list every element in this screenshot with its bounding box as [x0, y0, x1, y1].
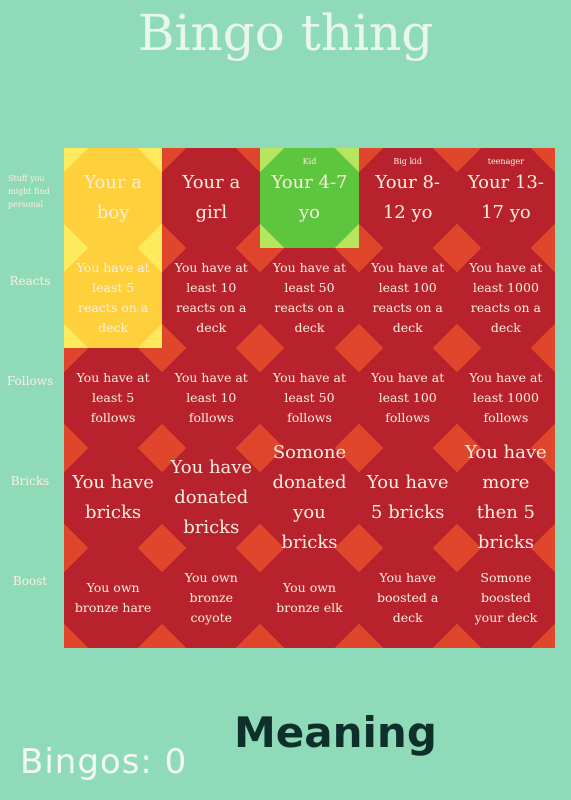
bingo-cell[interactable]: You have at least 1000 follows	[457, 348, 555, 448]
bingo-cell[interactable]: Your a boy	[64, 148, 162, 248]
cell-text: You have at least 1000 follows	[469, 370, 543, 425]
cell-text: Your a girl	[182, 172, 241, 223]
bingo-cell[interactable]: Kid Your 4-7 yo	[260, 148, 358, 248]
bingo-cell[interactable]: You have at least 50 follows	[260, 348, 358, 448]
cell-text: You have at least 100 follows	[371, 370, 445, 425]
cell-text: You have 5 bricks	[366, 472, 449, 523]
bingo-cell[interactable]: Big kid Your 8-12 yo	[359, 148, 457, 248]
cell-text: You have at least 1000 reacts on a deck	[469, 260, 543, 335]
cell-note: teenager	[487, 157, 525, 166]
meaning-button[interactable]: Meaning	[234, 708, 437, 757]
bingo-cell[interactable]: teenager Your 13-17 yo	[457, 148, 555, 248]
cell-text: Your 13-17 yo	[467, 172, 544, 223]
cell-text: Somone donated you bricks	[272, 442, 347, 553]
cell-text: You have bricks	[72, 472, 154, 523]
cell-text: You have at least 50 follows	[272, 370, 347, 425]
cell-note: Big kid	[393, 157, 422, 166]
bingo-cell[interactable]: You have at least 5 follows	[64, 348, 162, 448]
row-label: Stuff you might find personal	[8, 174, 50, 209]
row-label: Follows	[6, 374, 54, 388]
cell-text: Somone boosted your deck	[474, 570, 538, 625]
cell-text: You own bronze coyote	[184, 570, 238, 625]
bingo-cell[interactable]: You have 5 bricks	[359, 448, 457, 548]
cell-text: You own bronze hare	[74, 580, 152, 615]
cell-text: You own bronze elk	[276, 580, 343, 615]
cell-text: Your 4-7 yo	[271, 172, 348, 223]
cell-text: You have at least 10 follows	[174, 370, 248, 425]
bingo-cell[interactable]: You have at least 50 reacts on a deck	[260, 248, 358, 348]
cell-text: You have at least 5 reacts on a deck	[76, 260, 150, 335]
bingo-board: Your a boy Your a girl Kid Your 4-7 yo Big k…	[64, 148, 555, 648]
bingo-cell[interactable]: You own bronze hare	[64, 548, 162, 648]
bingo-cell[interactable]: You have donated bricks	[162, 448, 260, 548]
cell-text: You have donated bricks	[170, 457, 253, 538]
row-label: Bricks	[10, 474, 50, 488]
cell-text: You have boosted a deck	[377, 570, 439, 625]
bingo-cell[interactable]: You have more then 5 bricks	[457, 442, 555, 553]
bingo-cell[interactable]: You have at least 10 reacts on a deck	[162, 248, 260, 348]
cell-text: You have more then 5 bricks	[465, 442, 547, 553]
cell-text: You have at least 50 reacts on a deck	[272, 260, 347, 335]
bingo-cell[interactable]: You have at least 5 reacts on a deck	[64, 248, 162, 348]
title: Bingo thing	[137, 4, 434, 62]
bingo-cell[interactable]: You have at least 10 follows	[162, 348, 260, 448]
cell-note: Kid	[302, 157, 317, 166]
row-label: Reacts	[9, 274, 51, 288]
cell-text: Your a boy	[84, 172, 142, 223]
bingo-cell[interactable]: You have at least 100 reacts on a deck	[359, 248, 457, 348]
bingo-count: Bingos: 0	[20, 742, 188, 782]
bingo-cell[interactable]: You have at least 100 follows	[359, 348, 457, 448]
cell-text: You have at least 10 reacts on a deck	[174, 260, 248, 335]
bingo-cell[interactable]: You have boosted a deck	[359, 548, 457, 648]
bingo-cell[interactable]: You have bricks	[64, 448, 162, 548]
bingo-cell[interactable]: Somone donated you bricks	[260, 442, 358, 553]
bingo-cell[interactable]: Your a girl	[162, 148, 260, 248]
bingo-cell[interactable]: Somone boosted your deck	[457, 548, 555, 648]
cell-text: You have at least 5 follows	[76, 370, 150, 425]
cell-text: Your 8-12 yo	[375, 172, 440, 223]
bingo-cell[interactable]: You own bronze elk	[260, 548, 358, 648]
bingo-cell[interactable]: You own bronze coyote	[162, 548, 260, 648]
cell-text: You have at least 100 reacts on a deck	[371, 260, 445, 335]
row-label: Boost	[12, 574, 48, 588]
bingo-cell[interactable]: You have at least 1000 reacts on a deck	[457, 248, 555, 348]
